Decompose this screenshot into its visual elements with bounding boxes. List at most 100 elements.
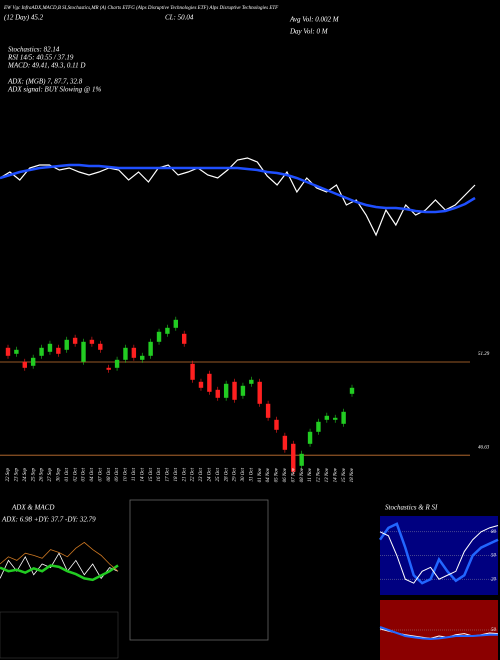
x-tick-label: 29 Oct xyxy=(233,467,238,481)
x-tick-label: 13 Nov xyxy=(325,467,330,482)
x-tick-label: 04 Oct xyxy=(90,467,95,481)
candle-body xyxy=(282,435,288,450)
candle-body xyxy=(56,347,61,354)
candle-body xyxy=(30,357,36,366)
intraday-panel xyxy=(129,499,269,641)
candle-body xyxy=(190,363,195,380)
x-tick-label: 01 Oct xyxy=(65,467,70,481)
candle-body xyxy=(148,341,153,356)
level-label: 51.29 xyxy=(478,352,490,357)
candle-body xyxy=(265,403,271,418)
candle-body xyxy=(165,327,170,334)
candle-body xyxy=(72,337,78,344)
candle-body xyxy=(106,367,111,370)
x-tick-label: 24 Oct xyxy=(208,467,213,481)
x-tick-label: 31 Oct xyxy=(249,467,254,481)
series-line xyxy=(379,626,498,641)
series-line xyxy=(0,157,476,237)
x-tick-label: 23 Oct xyxy=(199,467,204,481)
x-tick-label: 12 Nov xyxy=(317,467,322,482)
header-text: MACD: 49.41, 49.3, 0.11 D xyxy=(7,62,85,70)
series-line xyxy=(0,564,119,582)
header-text: Day Vol: 0 M xyxy=(289,28,329,36)
candle-body xyxy=(123,347,128,360)
candle-body xyxy=(316,421,321,432)
candle-body xyxy=(173,319,179,328)
x-tick-label: 30 Sep xyxy=(56,468,61,482)
candle-body xyxy=(198,381,204,388)
panel-title: Stochastics & R SI xyxy=(385,504,438,512)
series-line xyxy=(379,524,499,584)
header-text: Stochastics: 82.14 xyxy=(8,46,60,54)
series-line xyxy=(0,552,119,580)
x-tick-label: 21 Oct xyxy=(182,467,187,481)
x-tick-label: 04 Nov xyxy=(266,467,271,482)
candle-body xyxy=(81,341,86,362)
candle-body xyxy=(249,379,254,384)
macd-panel xyxy=(0,611,119,659)
candle-body xyxy=(131,347,137,358)
x-tick-label: 23 Sep xyxy=(15,468,20,482)
x-tick-label: 17 Oct xyxy=(166,467,171,481)
candle-body xyxy=(324,415,330,420)
x-tick-label: 05 Nov xyxy=(275,467,280,482)
x-tick-label: 01 Nov xyxy=(258,467,263,482)
y-tick-label: 20 xyxy=(491,577,497,582)
y-tick-label: 50 xyxy=(491,554,497,559)
candle-body xyxy=(64,339,69,350)
candle-body xyxy=(39,347,44,356)
panel-title: ADX & MACD xyxy=(11,504,54,512)
x-tick-label: 03 Oct xyxy=(82,467,87,481)
candle-body xyxy=(207,373,212,392)
x-tick-label: 07 Oct xyxy=(98,467,103,481)
candle-body xyxy=(274,419,279,430)
level-label: 46.63 xyxy=(478,445,490,450)
candle-body xyxy=(22,361,27,368)
x-tick-label: 24 Sep xyxy=(23,468,28,482)
y-tick-label: 80 xyxy=(491,530,497,535)
candle-body xyxy=(140,355,145,360)
candle-body xyxy=(349,387,355,394)
candle-body xyxy=(333,417,338,420)
header-title: EW Vgc InfraADX,MACD,B SI,Stochastics,MR… xyxy=(3,6,279,11)
x-tick-label: 06 Nov xyxy=(283,467,288,482)
x-tick-label: 14 Oct xyxy=(140,467,145,481)
x-tick-label: 22 Sep xyxy=(6,468,11,482)
panel-subtitle: ADX: 6.98 +DY: 37.7 -DY: 32.79 xyxy=(1,516,96,524)
x-tick-label: 27 Sep xyxy=(48,468,53,482)
candle-body xyxy=(232,381,237,400)
x-tick-label: 08 Nov xyxy=(300,467,305,482)
x-tick-label: 02 Oct xyxy=(73,467,78,481)
candle-body xyxy=(5,347,11,356)
header-text: ADX: (MGB) 7, 87.7, 32.8 xyxy=(7,78,83,86)
candle-body xyxy=(299,453,304,466)
header-text: CL: 50.04 xyxy=(165,14,194,22)
x-tick-label: 28 Oct xyxy=(224,467,229,481)
x-tick-label: 09 Oct xyxy=(115,467,120,481)
x-tick-label: 15 Oct xyxy=(149,467,154,481)
candle-body xyxy=(89,339,95,344)
header-text: ADX signal: BUY Slowing @ 1% xyxy=(7,86,102,94)
candle-body xyxy=(114,359,120,368)
x-tick-label: 16 Oct xyxy=(157,467,162,481)
candle-body xyxy=(257,381,262,404)
x-tick-label: 30 Oct xyxy=(241,467,246,481)
x-tick-label: 15 Nov xyxy=(342,467,347,482)
candle-body xyxy=(291,443,296,472)
candle-body xyxy=(98,343,103,350)
series-line xyxy=(0,541,119,572)
x-tick-label: 11 Oct xyxy=(132,467,137,481)
candle-body xyxy=(223,383,229,398)
candle-body xyxy=(47,343,53,352)
candle-body xyxy=(181,333,187,344)
x-tick-label: 07 Nov xyxy=(291,467,296,482)
candle-body xyxy=(307,431,313,444)
header-text: Avg Vol: 0.002 M xyxy=(289,16,340,24)
x-tick-label: 14 Nov xyxy=(333,467,338,482)
candle-body xyxy=(14,349,19,354)
x-tick-label: 26 Sep xyxy=(40,468,45,482)
x-tick-label: 22 Oct xyxy=(191,467,196,481)
header-text: RSI 14/5: 40.55 / 37.19 xyxy=(7,54,74,62)
candle-body xyxy=(215,389,220,398)
